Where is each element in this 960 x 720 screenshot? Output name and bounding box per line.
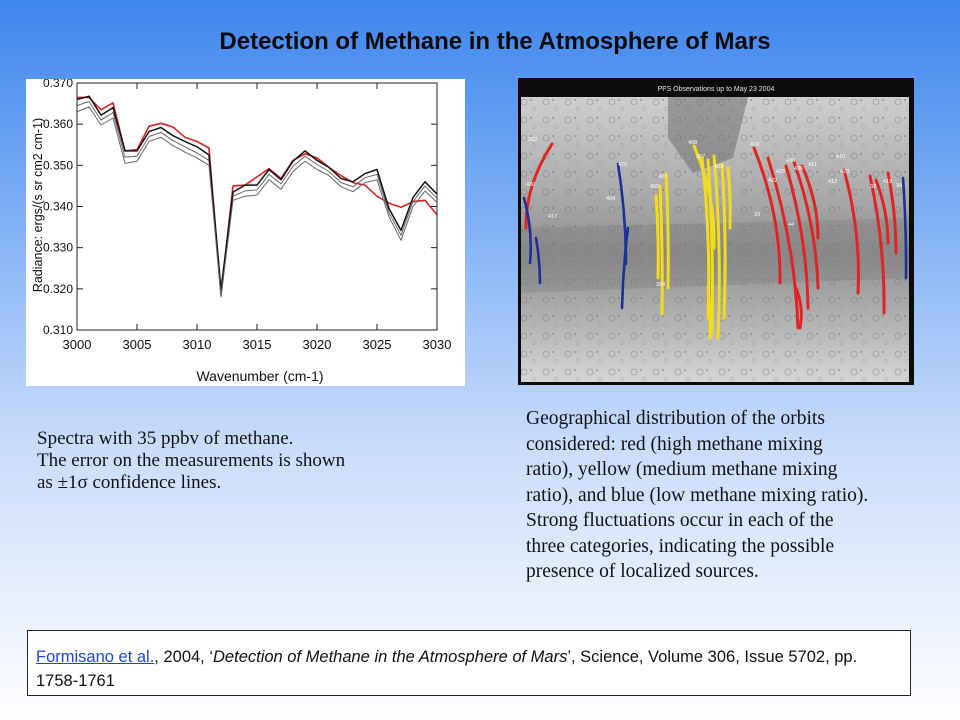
orbit-number-label: 430	[526, 182, 535, 188]
dark-terrain-region	[668, 97, 748, 173]
orbit-track-low	[901, 176, 908, 280]
y-tick-label: 0.310	[43, 323, 73, 337]
orbit-number-label: 44	[788, 222, 794, 228]
orbit-number-label: 394	[656, 282, 665, 288]
x-tick-label: 3005	[123, 337, 152, 352]
orbit-track-medium	[706, 286, 712, 340]
orbit-track-high	[868, 174, 886, 315]
orbit-number-label: 33	[754, 212, 760, 218]
x-tick-label: 3000	[63, 337, 92, 352]
orbit-track-high	[766, 156, 800, 330]
y-axis-label: Radiance: ergs/(s sr cm2 cm-1)	[31, 118, 45, 292]
x-tick-label: 3015	[243, 337, 272, 352]
series-line-lower-bound	[76, 106, 438, 298]
map-caption: Geographical distribution of the orbits …	[526, 408, 869, 582]
orbit-track-high	[752, 146, 782, 285]
x-tick-label: 3025	[363, 337, 392, 352]
y-tick-label: 0.350	[43, 158, 73, 172]
x-axis-label: Wavenumber (cm-1)	[196, 368, 323, 384]
orbit-track-high	[794, 286, 803, 330]
plot-frame	[76, 82, 438, 331]
slide-title: Detection of Methane in the Atmosphere o…	[219, 28, 771, 55]
series-line-measured	[76, 95, 438, 291]
orbit-number-label: 423	[840, 169, 849, 175]
orbit-track-high	[792, 160, 820, 290]
orbit-track-high	[886, 171, 898, 255]
x-tick-label: 3020	[303, 337, 332, 352]
spectrum-caption-line-2: The error on the measurements is shown	[37, 450, 346, 471]
orbit-track-medium	[664, 172, 670, 290]
orbit-number-label: 425	[776, 169, 785, 175]
series-line-model	[77, 96, 438, 296]
orbit-number-label: 32	[870, 184, 876, 190]
orbit-number-label: 420	[618, 162, 627, 168]
series-line-upper-bound	[76, 101, 438, 294]
orbit-number-label: 410	[836, 154, 845, 160]
orbit-number-label: 417	[548, 214, 557, 220]
orbit-number-label: 408	[688, 140, 697, 146]
orbit-number-label: 430	[786, 158, 795, 164]
orbit-track-high	[874, 178, 890, 245]
y-tick-label: 0.330	[43, 241, 73, 255]
orbit-number-label: 436	[794, 166, 803, 172]
spectrum-chart: 3000 3005 3010 3015 3020 3025 3030 0.310 0.320 0.…	[26, 79, 465, 386]
orbit-track-low	[522, 196, 533, 265]
citation-details: ’, Science, Volume 306, Issue 5702, pp. …	[36, 648, 858, 690]
orbit-track-high	[524, 142, 554, 230]
orbit-number-label: 411	[808, 162, 817, 168]
orbit-number-label: 405	[650, 184, 659, 190]
orbit-number-label: 367	[696, 154, 705, 160]
orbit-track-medium	[706, 158, 714, 335]
orbit-track-high	[842, 168, 860, 295]
spectrum-caption-line-3: as ±1σ confidence lines.	[37, 472, 222, 493]
orbit-number-label: 404	[606, 196, 615, 202]
mars-orbit-map-svg: PFS Observations up to May 23 2004 202 40…	[521, 86, 909, 382]
y-tick-label: 0.320	[43, 282, 73, 296]
spectrum-caption: Spectra with 35 ppbv of methane. The err…	[37, 428, 457, 494]
spectrum-caption-line-1: Spectra with 35 ppbv of methane.	[37, 428, 294, 449]
x-tick-label: 3030	[423, 337, 452, 352]
spectrum-chart-svg: 3000 3005 3010 3015 3020 3025 3030 0.310 0.320 0.…	[31, 79, 452, 384]
orbit-track-medium	[726, 166, 732, 230]
y-tick-label: 0.360	[43, 117, 73, 131]
orbit-track-low	[620, 226, 630, 310]
orbit-track-medium	[720, 162, 727, 320]
orbit-track-high	[800, 164, 820, 240]
orbit-number-label: 400	[750, 142, 759, 148]
y-tick-label: 0.340	[43, 200, 73, 214]
citation-year: , 2004, ‘	[154, 648, 214, 666]
citation-article-title: Detection of Methane in the Atmosphere o…	[213, 648, 568, 666]
y-tick-label: 0.370	[43, 79, 73, 90]
orbit-track-medium	[712, 154, 721, 340]
orbit-number-label: 412	[828, 179, 837, 185]
orbit-number-label: 418	[883, 179, 892, 185]
map-title: PFS Observations up to May 23 2004	[658, 86, 775, 93]
orbit-track-low	[534, 236, 542, 285]
orbit-number-label: 422	[768, 178, 777, 184]
orbit-number-label: 401	[658, 174, 667, 180]
citation-box: Formisano et al., 2004, ‘Detection of Me…	[27, 630, 911, 696]
orbit-number-label: 403	[714, 164, 723, 170]
orbit-track-high	[784, 164, 810, 310]
x-tick-label: 3010	[183, 337, 212, 352]
orbit-track-medium	[654, 194, 660, 280]
citation-link[interactable]: Formisano et al.	[36, 648, 155, 666]
orbit-number-label: 34	[896, 183, 902, 189]
orbit-number-label: 202	[528, 137, 537, 143]
orbit-track-medium	[658, 184, 664, 316]
mars-orbit-map: PFS Observations up to May 23 2004 202 40…	[518, 78, 914, 385]
